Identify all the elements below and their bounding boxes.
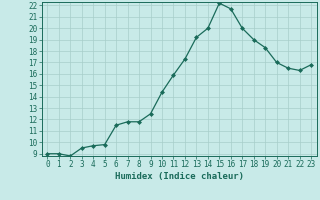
X-axis label: Humidex (Indice chaleur): Humidex (Indice chaleur): [115, 172, 244, 181]
